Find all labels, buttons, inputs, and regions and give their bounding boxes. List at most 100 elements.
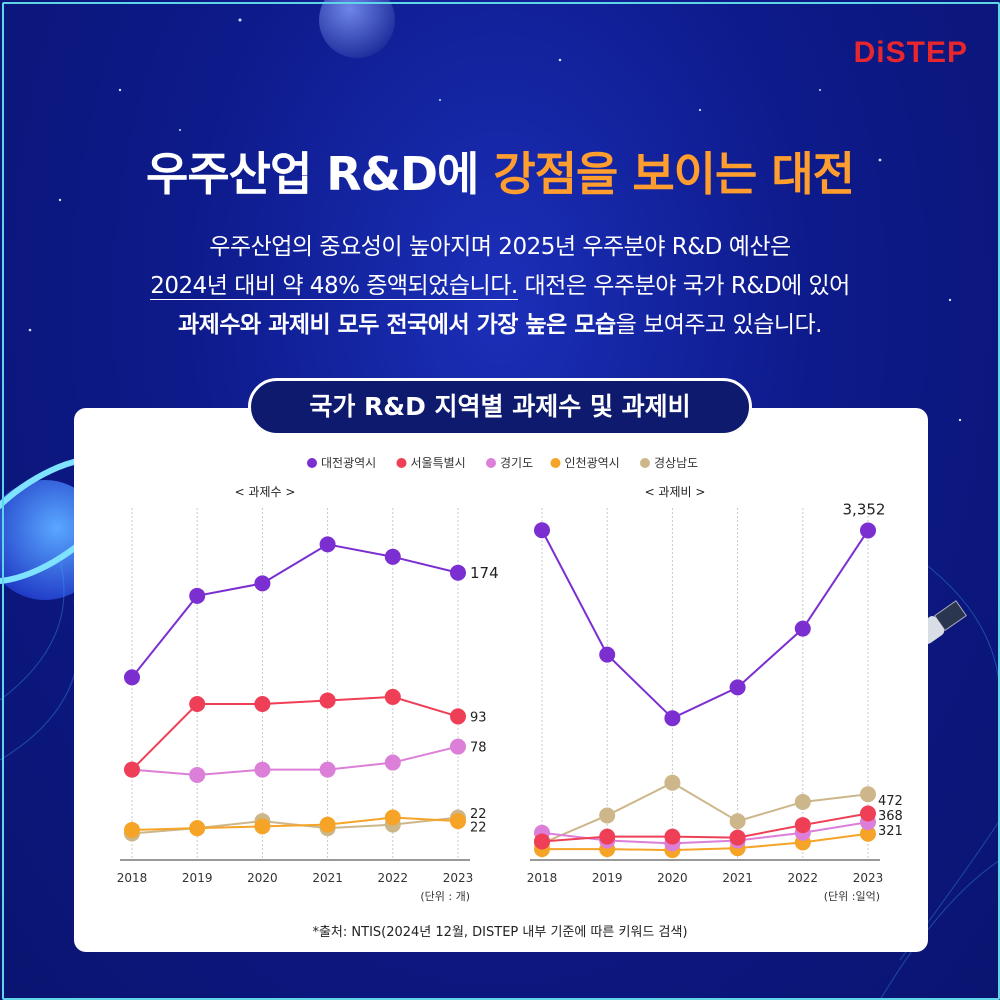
data-point bbox=[794, 793, 811, 810]
data-point bbox=[860, 522, 876, 539]
data-point bbox=[384, 809, 401, 826]
moon-icon bbox=[319, 0, 395, 58]
data-point bbox=[599, 646, 616, 663]
desc-line-3: 과제수와 과제비 모두 전국에서 가장 높은 모습을 보여주고 있습니다. bbox=[0, 306, 1000, 345]
data-point bbox=[729, 813, 746, 830]
data-point bbox=[124, 761, 140, 778]
series-line bbox=[131, 816, 459, 831]
data-point bbox=[254, 761, 271, 778]
legend-label: 대전광역시 bbox=[321, 456, 376, 470]
x-tick-label: 2018 bbox=[117, 871, 148, 885]
data-point bbox=[599, 807, 616, 824]
x-tick-label: 2021 bbox=[722, 871, 753, 885]
x-tick-label: 2021 bbox=[312, 871, 343, 885]
data-point bbox=[794, 817, 811, 834]
legend-marker bbox=[486, 458, 496, 468]
data-point bbox=[794, 620, 811, 637]
desc-underlined: 2024년 대비 약 48% 증액되었습니다. bbox=[150, 273, 518, 300]
data-point bbox=[450, 738, 466, 755]
legend-marker bbox=[640, 458, 650, 468]
data-point bbox=[729, 679, 746, 696]
data-label: 3,352 bbox=[843, 500, 886, 518]
data-point bbox=[729, 829, 746, 846]
data-point bbox=[254, 818, 271, 835]
data-point bbox=[254, 696, 271, 713]
x-tick-label: 2023 bbox=[853, 871, 884, 885]
chart-title: < 과제비 > bbox=[645, 485, 706, 499]
data-point bbox=[319, 816, 336, 833]
data-point bbox=[384, 548, 401, 565]
desc-line-2: 2024년 대비 약 48% 증액되었습니다. 대전은 우주분야 국가 R&D에… bbox=[0, 267, 1000, 306]
data-point bbox=[450, 708, 466, 725]
description: 우주산업의 중요성이 높아지며 2025년 우주분야 R&D 예산은 2024년… bbox=[0, 228, 1000, 345]
x-tick-label: 2019 bbox=[592, 871, 623, 885]
x-tick-label: 2020 bbox=[657, 871, 688, 885]
data-point bbox=[664, 774, 681, 791]
title-highlight: 강점을 보이는 대전 bbox=[493, 147, 855, 201]
data-point bbox=[664, 828, 681, 845]
data-point bbox=[189, 766, 206, 783]
data-point bbox=[860, 805, 876, 822]
series-line bbox=[131, 695, 459, 771]
data-label: 321 bbox=[878, 824, 903, 839]
data-point bbox=[189, 696, 206, 713]
desc-line-1: 우주산업의 중요성이 높아지며 2025년 우주분야 R&D 예산은 bbox=[209, 234, 791, 260]
data-label: 93 bbox=[470, 710, 487, 725]
desc-line-2-rest: 대전은 우주분야 국가 R&D에 있어 bbox=[517, 273, 850, 299]
data-point bbox=[319, 692, 336, 709]
distep-logo: DiSTEP bbox=[853, 36, 968, 69]
data-point bbox=[450, 564, 466, 581]
legend-marker bbox=[550, 458, 561, 468]
series-line bbox=[541, 529, 869, 720]
series-line bbox=[131, 745, 459, 776]
x-tick-label: 2022 bbox=[788, 871, 819, 885]
data-point bbox=[534, 522, 550, 539]
chart-title: < 과제수 > bbox=[235, 485, 296, 499]
legend-label: 경상남도 bbox=[654, 456, 698, 470]
data-point bbox=[189, 820, 206, 837]
data-point bbox=[384, 688, 401, 705]
series-line bbox=[131, 543, 459, 679]
x-tick-label: 2018 bbox=[527, 871, 558, 885]
source-note: *출처: NTIS(2024년 12월, DISTEP 내부 기준에 따른 키워… bbox=[312, 925, 688, 940]
stars bbox=[28, 18, 962, 422]
section-title: 국가 R&D 지역별 과제수 및 과제비 bbox=[248, 378, 752, 436]
data-point bbox=[254, 575, 271, 592]
data-point bbox=[599, 828, 616, 845]
series-line bbox=[541, 821, 869, 845]
title-prefix: 우주산업 R&D에 bbox=[146, 147, 494, 201]
chart-card bbox=[74, 408, 928, 952]
legend-marker bbox=[396, 458, 407, 468]
data-point bbox=[860, 825, 876, 842]
legend-label: 인천광역시 bbox=[565, 455, 620, 470]
charts: 대전광역시 서울특별시 경기도 인천광역시 경상남도 < 과제수 > 2018 2019 202… bbox=[117, 455, 903, 903]
series-line bbox=[542, 832, 869, 852]
series-line bbox=[541, 781, 869, 845]
data-point bbox=[189, 587, 206, 604]
data-label: 22 bbox=[470, 807, 487, 822]
legend-label: 서울특별시 bbox=[411, 456, 466, 470]
legend-label: 경기도 bbox=[500, 456, 533, 470]
desc-bold: 과제수와 과제비 모두 전국에서 가장 높은 모습 bbox=[178, 312, 616, 338]
data-point bbox=[534, 833, 550, 850]
data-point bbox=[319, 761, 336, 778]
x-tick-label: 2022 bbox=[378, 871, 409, 885]
data-label: 174 bbox=[470, 564, 499, 582]
x-tick-label: 2020 bbox=[247, 871, 278, 885]
data-point bbox=[450, 813, 466, 830]
data-point bbox=[860, 786, 876, 803]
page-title: 우주산업 R&D에 강점을 보이는 대전 bbox=[0, 138, 1000, 204]
unit-label: (단위 :일억) bbox=[824, 889, 880, 903]
data-label: 22 bbox=[470, 821, 487, 836]
data-point bbox=[664, 710, 681, 727]
data-point bbox=[384, 754, 401, 771]
data-label: 472 bbox=[878, 794, 903, 809]
unit-label: (단위 : 개) bbox=[420, 890, 470, 903]
x-tick-label: 2023 bbox=[443, 871, 474, 885]
data-point bbox=[319, 536, 336, 553]
legend-marker bbox=[307, 458, 317, 468]
data-label: 78 bbox=[470, 741, 487, 756]
data-point bbox=[124, 821, 140, 838]
data-label: 368 bbox=[878, 809, 903, 824]
